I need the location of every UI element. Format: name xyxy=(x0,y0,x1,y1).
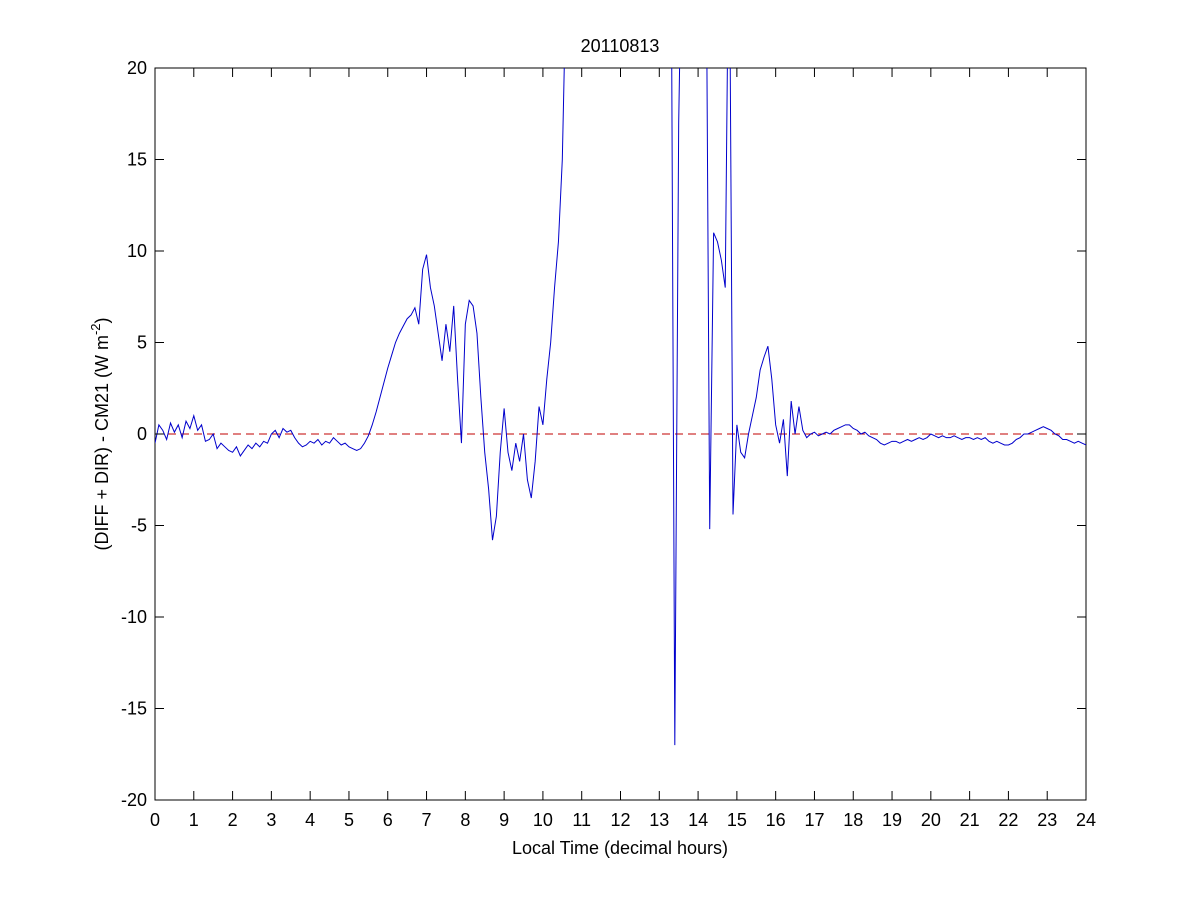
plot-frame xyxy=(154,67,1087,801)
x-tick-label: 4 xyxy=(305,810,315,830)
x-axis-label: Local Time (decimal hours) xyxy=(512,838,728,858)
data-line xyxy=(155,68,1086,746)
x-tick-label: 7 xyxy=(422,810,432,830)
x-tick-label: 16 xyxy=(766,810,786,830)
x-tick-label: 2 xyxy=(228,810,238,830)
x-tick-label: 6 xyxy=(383,810,393,830)
x-tick-label: 19 xyxy=(882,810,902,830)
y-tick-label: 5 xyxy=(137,333,147,353)
x-tick-label: 1 xyxy=(189,810,199,830)
x-tick-label: 3 xyxy=(266,810,276,830)
x-tick-label: 12 xyxy=(610,810,630,830)
y-label-main: (DIFF + DIR) - CM21 (W m xyxy=(92,335,112,550)
x-tick-label: 20 xyxy=(921,810,941,830)
y-tick-label: 0 xyxy=(137,424,147,444)
x-tick-label: 21 xyxy=(960,810,980,830)
x-tick-label: 10 xyxy=(533,810,553,830)
x-tick-label: 11 xyxy=(572,810,591,830)
x-tick-label: 5 xyxy=(344,810,354,830)
chart-title: 20110813 xyxy=(581,36,660,56)
x-tick-label: 14 xyxy=(688,810,708,830)
y-label-sup: -2 xyxy=(88,323,103,335)
y-label-end: ) xyxy=(92,317,112,323)
y-tick-label: -20 xyxy=(121,790,147,810)
x-tick-label: 24 xyxy=(1076,810,1096,830)
x-tick-label: 13 xyxy=(649,810,669,830)
y-tick-label: -15 xyxy=(121,699,147,719)
y-tick-label: -10 xyxy=(121,607,147,627)
x-tick-label: 9 xyxy=(499,810,509,830)
y-tick-label: 15 xyxy=(127,150,147,170)
y-axis-label: (DIFF + DIR) - CM21 (W m-2) xyxy=(88,317,112,550)
y-tick-label: -5 xyxy=(131,516,147,536)
y-tick-label: 10 xyxy=(127,241,147,261)
x-tick-label: 15 xyxy=(727,810,747,830)
x-tick-label: 18 xyxy=(843,810,863,830)
x-tick-label: 17 xyxy=(804,810,824,830)
x-tick-label: 23 xyxy=(1037,810,1057,830)
y-tick-label: 20 xyxy=(127,58,147,78)
x-tick-label: 8 xyxy=(460,810,470,830)
plot-area xyxy=(155,68,1086,746)
x-tick-label: 0 xyxy=(150,810,160,830)
x-tick-label: 22 xyxy=(998,810,1018,830)
